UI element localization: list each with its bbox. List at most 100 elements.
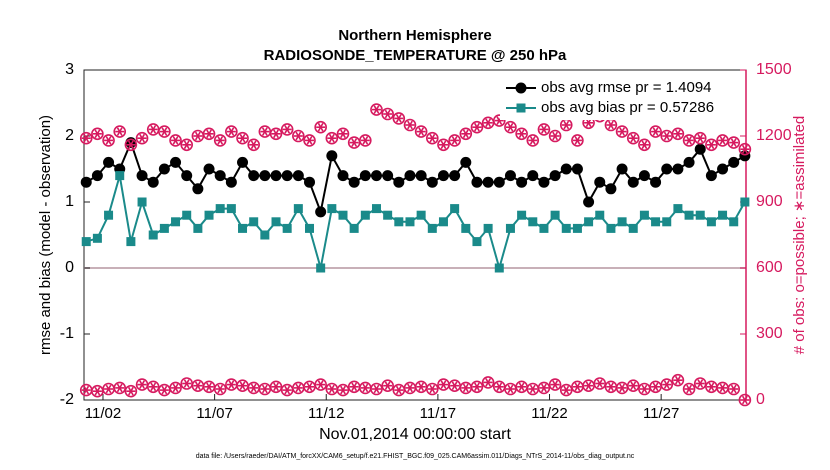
rmse-marker xyxy=(214,170,226,182)
possible-circle xyxy=(359,134,372,147)
assimilated-star xyxy=(139,380,145,389)
assimilated-star xyxy=(127,386,134,396)
possible-circle xyxy=(269,380,283,394)
count-marker xyxy=(325,131,339,145)
rmse-marker xyxy=(103,156,115,168)
legend-label: obs avg rmse pr = 1.4094 xyxy=(541,79,712,96)
assimilated-star xyxy=(619,383,626,393)
count-marker xyxy=(693,377,707,390)
count-marker xyxy=(414,125,428,138)
count-marker xyxy=(314,120,327,134)
bias-marker xyxy=(338,210,348,220)
possible-circle xyxy=(325,131,339,145)
count-marker xyxy=(593,377,607,390)
rmse-marker xyxy=(705,170,717,182)
count-marker xyxy=(202,380,216,394)
assimilated-star xyxy=(440,380,447,389)
assimilated-star xyxy=(485,378,492,387)
assimilated-star xyxy=(462,383,469,393)
assimilated-star xyxy=(351,138,358,147)
possible-circle xyxy=(124,138,138,152)
rmse-marker xyxy=(248,170,260,182)
possible-circle xyxy=(381,107,394,121)
count-marker xyxy=(504,382,517,396)
count-marker xyxy=(638,382,651,396)
count-marker xyxy=(180,138,194,152)
rmse-marker xyxy=(80,176,92,188)
bias-marker xyxy=(371,204,381,214)
count-marker xyxy=(492,380,506,394)
assimilated-star xyxy=(384,109,391,119)
count-marker xyxy=(180,377,194,390)
count-marker xyxy=(626,131,640,145)
assimilated-star xyxy=(663,131,670,141)
rmse-marker xyxy=(147,176,159,188)
bias-marker xyxy=(427,223,437,233)
count-marker xyxy=(548,378,562,391)
count-marker xyxy=(370,103,383,116)
possible-circle xyxy=(660,378,674,391)
count-marker xyxy=(481,376,495,389)
assimilated-star xyxy=(94,386,101,396)
possible-circle xyxy=(537,123,551,136)
assimilated-star xyxy=(674,129,681,139)
rmse-marker xyxy=(359,170,371,182)
y2-tick-label: 300 xyxy=(756,325,783,342)
count-marker xyxy=(79,383,93,397)
legend: obs avg rmse pr = 1.4094 obs avg bias pr … xyxy=(500,76,742,120)
assimilated-star xyxy=(585,381,592,390)
assimilated-star xyxy=(395,385,402,395)
x-axis-label: Nov.01,2014 00:00:00 start xyxy=(319,426,511,443)
count-marker xyxy=(191,129,205,143)
count-marker xyxy=(392,112,406,125)
assimilated-star xyxy=(741,144,748,154)
count-marker xyxy=(169,134,182,147)
assimilated-star xyxy=(116,383,123,393)
rmse-marker xyxy=(616,163,628,175)
count-marker xyxy=(370,382,383,396)
bias-marker xyxy=(740,197,750,207)
bias-marker xyxy=(316,263,326,273)
x-tick-label: 11/17 xyxy=(420,405,456,422)
count-marker xyxy=(448,379,461,393)
rmse-marker xyxy=(404,170,416,182)
assimilated-star xyxy=(340,385,346,395)
count-marker xyxy=(247,381,260,395)
possible-circle xyxy=(158,125,171,138)
rmse-marker xyxy=(471,176,483,188)
count-marker xyxy=(269,380,283,394)
y-tick-label: 3 xyxy=(65,61,74,78)
assimilated-star xyxy=(607,120,614,130)
count-marker xyxy=(548,129,562,143)
count-marker xyxy=(146,123,160,136)
rmse-marker xyxy=(627,176,639,188)
bias-marker xyxy=(115,171,125,181)
possible-circle xyxy=(649,125,662,138)
possible-circle xyxy=(403,118,417,132)
assimilated-star xyxy=(284,385,291,395)
assimilated-star xyxy=(730,384,737,394)
bias-marker xyxy=(305,223,315,233)
rmse-marker xyxy=(91,170,103,182)
count-marker xyxy=(381,107,394,121)
assimilated-star xyxy=(183,379,190,388)
assimilated-star xyxy=(708,382,715,392)
possible-circle xyxy=(426,131,439,145)
assimilated-star xyxy=(206,382,212,392)
assimilated-star xyxy=(496,382,503,392)
rmse-marker xyxy=(683,156,695,168)
count-marker xyxy=(102,382,115,396)
bias-marker xyxy=(215,204,225,214)
possible-circle xyxy=(213,134,227,147)
assimilated-star xyxy=(261,384,268,394)
bias-marker xyxy=(92,233,102,243)
count-marker xyxy=(470,120,484,134)
assimilated-star xyxy=(585,118,592,128)
possible-circle xyxy=(571,134,584,147)
count-marker xyxy=(738,393,752,407)
assimilated-star xyxy=(641,384,648,394)
count-marker xyxy=(426,131,439,145)
possible-circle xyxy=(314,120,327,134)
bias-marker xyxy=(472,237,482,247)
assimilated-star xyxy=(194,381,201,390)
